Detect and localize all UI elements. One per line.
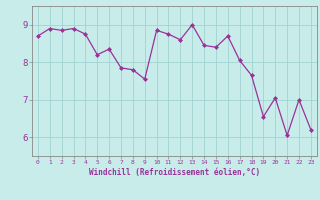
X-axis label: Windchill (Refroidissement éolien,°C): Windchill (Refroidissement éolien,°C) <box>89 168 260 177</box>
